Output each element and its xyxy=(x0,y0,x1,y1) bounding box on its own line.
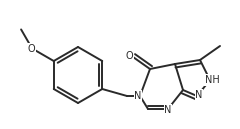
Text: N: N xyxy=(134,91,142,101)
Text: O: O xyxy=(125,51,133,61)
Text: N: N xyxy=(164,105,172,115)
Text: O: O xyxy=(27,43,35,54)
Text: NH: NH xyxy=(205,75,219,85)
Text: N: N xyxy=(195,90,203,100)
